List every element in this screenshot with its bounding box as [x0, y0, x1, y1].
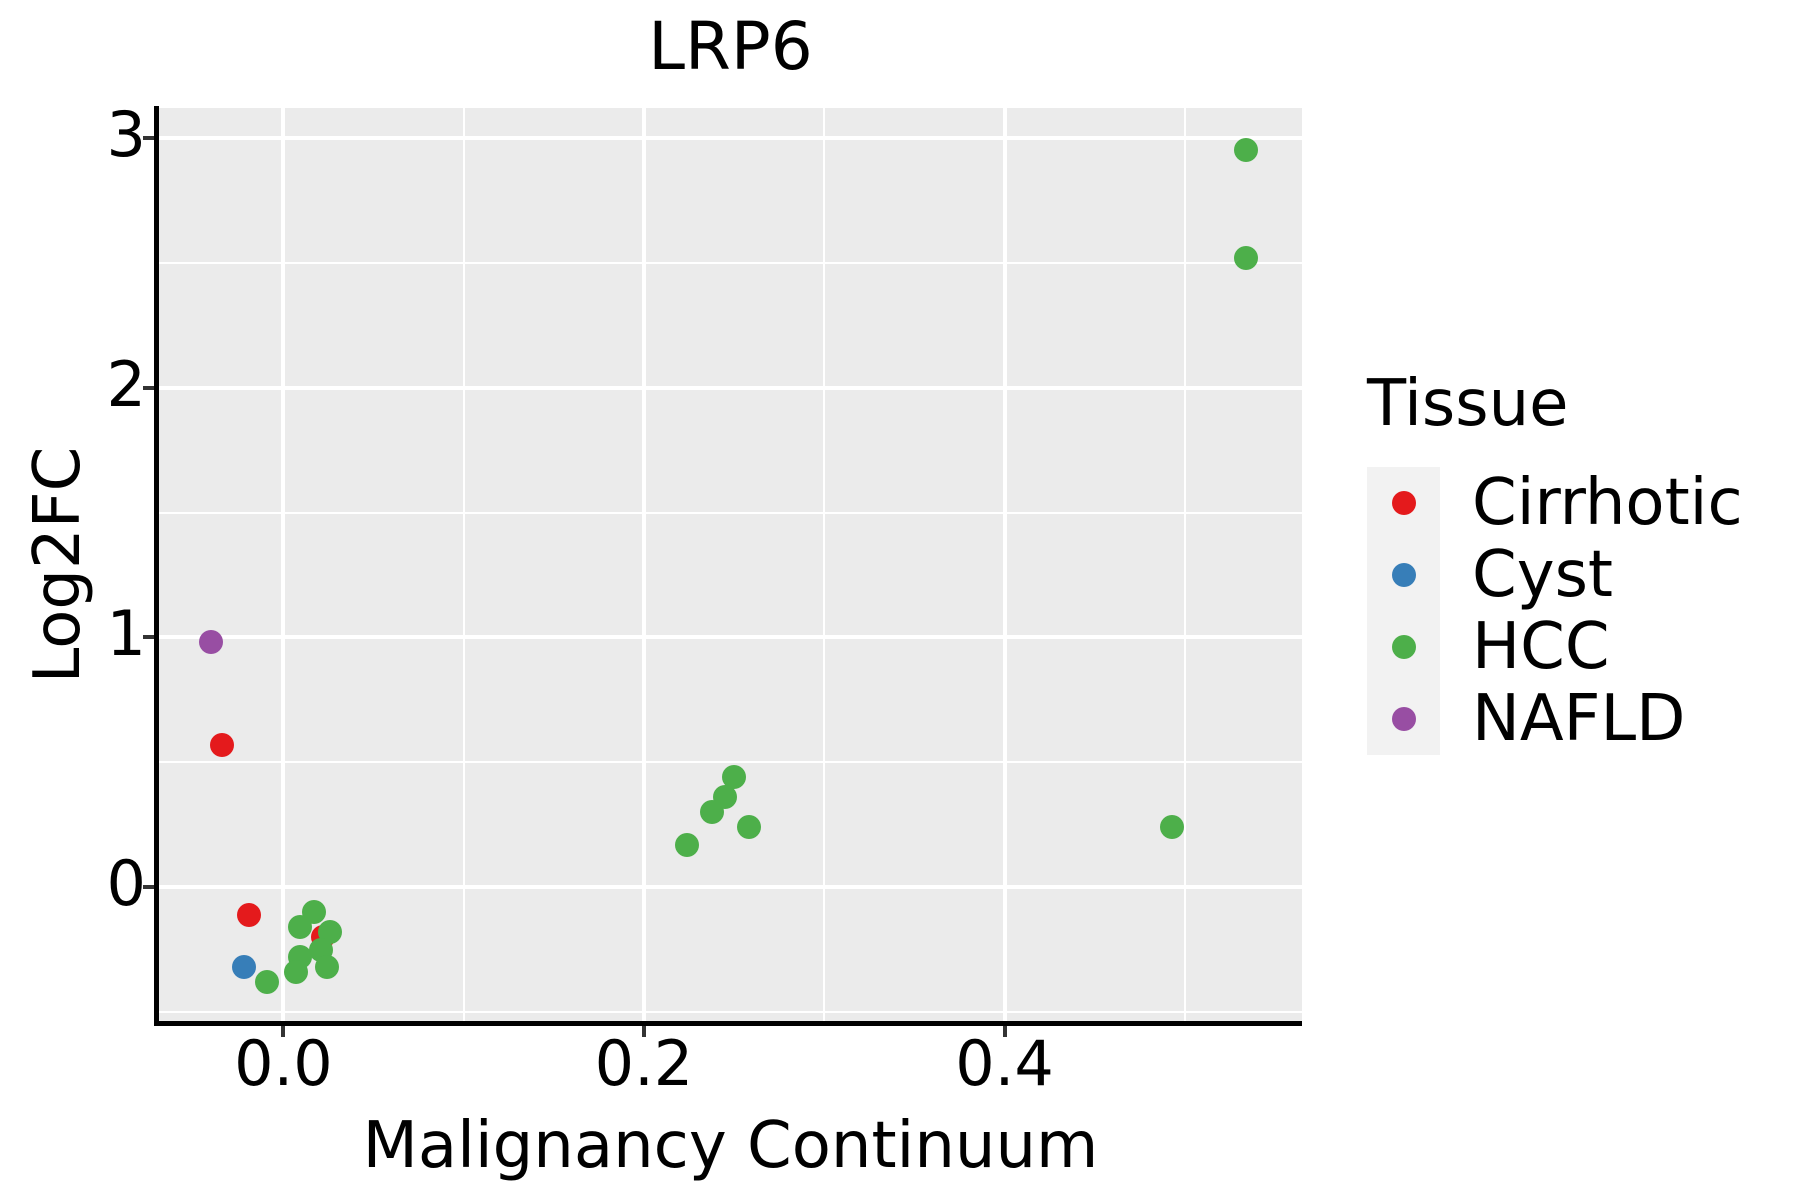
legend-dot-icon	[1391, 707, 1416, 731]
x-tick-label: 0.0	[234, 1027, 333, 1100]
data-point-hcc	[1160, 815, 1185, 840]
data-point-hcc	[314, 955, 339, 980]
legend-label: Cyst	[1472, 538, 1613, 612]
x-tick-mark	[1002, 1026, 1007, 1037]
x-tick-mark	[641, 1026, 646, 1037]
legend-key	[1367, 467, 1440, 539]
gridline-major-horizontal	[159, 135, 1302, 140]
gridline-major-vertical	[281, 108, 286, 1022]
y-tick-mark	[143, 385, 154, 390]
chart-title: LRP6	[648, 8, 813, 85]
y-tick-mark	[143, 135, 154, 140]
gridline-major-vertical	[1002, 108, 1007, 1022]
y-tick-label: 3	[106, 98, 146, 172]
y-tick-mark	[143, 635, 154, 640]
gridline-minor-vertical	[823, 108, 826, 1022]
x-tick-mark	[281, 1026, 286, 1037]
data-point-hcc	[736, 815, 761, 840]
gridline-major-vertical	[641, 108, 646, 1022]
x-tick-label: 0.2	[594, 1027, 694, 1100]
y-axis-line	[154, 106, 159, 1026]
data-point-hcc	[284, 960, 309, 985]
legend-label: HCC	[1472, 610, 1610, 684]
gridline-minor-horizontal	[159, 761, 1302, 764]
legend-entries: Cirrhotic Cyst HCC NAFLD	[1367, 467, 1743, 755]
data-point-cirrhotic	[210, 732, 235, 757]
gridline-minor-horizontal	[159, 511, 1302, 514]
gridline-major-horizontal	[159, 385, 1302, 390]
legend-key	[1367, 683, 1440, 755]
x-axis-label: Malignancy Continuum	[362, 1109, 1099, 1183]
legend-label: Cirrhotic	[1472, 466, 1743, 540]
gridline-minor-vertical	[1183, 108, 1186, 1022]
y-tick-label: 1	[106, 597, 146, 671]
data-point-hcc	[255, 970, 280, 995]
y-tick-label: 0	[106, 847, 146, 921]
y-tick-label: 2	[106, 347, 146, 421]
data-point-hcc	[700, 800, 725, 825]
data-point-cirrhotic	[237, 902, 262, 927]
data-point-hcc	[675, 832, 700, 857]
legend-row-hcc: HCC	[1367, 611, 1743, 683]
data-point-hcc	[1234, 138, 1259, 163]
gridline-minor-horizontal	[159, 261, 1302, 264]
legend-dot-icon	[1391, 491, 1416, 515]
legend-label: NAFLD	[1472, 682, 1686, 756]
legend-row-cyst: Cyst	[1367, 539, 1743, 611]
legend: Tissue Cirrhotic Cyst HCC NAFLD	[1367, 367, 1743, 755]
legend-dot-icon	[1391, 635, 1416, 659]
legend-title: Tissue	[1367, 367, 1569, 441]
gridline-major-horizontal	[159, 885, 1302, 890]
gridline-minor-vertical	[462, 108, 465, 1022]
legend-key	[1367, 611, 1440, 683]
data-point-hcc	[1234, 245, 1259, 270]
legend-row-nafld: NAFLD	[1367, 683, 1743, 755]
gridline-minor-horizontal	[159, 1011, 1302, 1013]
data-point-hcc	[287, 915, 312, 940]
x-axis-line	[154, 1021, 1302, 1026]
legend-key	[1367, 539, 1440, 611]
x-tick-label: 0.4	[955, 1027, 1054, 1100]
legend-dot-icon	[1391, 563, 1416, 587]
legend-row-cirrhotic: Cirrhotic	[1367, 467, 1743, 539]
y-tick-mark	[143, 885, 154, 890]
data-point-cyst	[231, 955, 256, 980]
data-point-nafld	[199, 630, 224, 655]
gridline-major-horizontal	[159, 635, 1302, 640]
plot-panel	[159, 108, 1302, 1022]
